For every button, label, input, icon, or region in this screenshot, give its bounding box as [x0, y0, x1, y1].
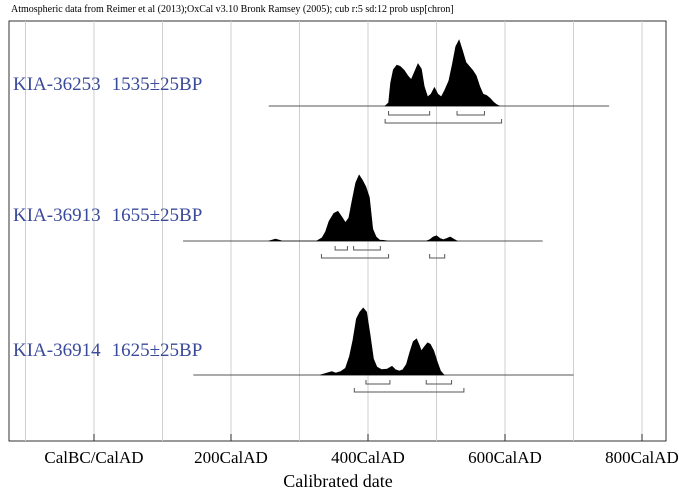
sample-label-kia-36253: KIA-36253 1535±25BP [13, 74, 202, 95]
density-kia-36913 [268, 238, 283, 242]
range-1sigma-kia-36914 [425, 380, 453, 385]
range-1sigma-kia-36913 [334, 246, 348, 251]
range-2sigma-kia-36914 [353, 388, 465, 393]
range-2sigma-kia-36253 [384, 119, 503, 124]
density-kia-36913 [315, 174, 389, 242]
x-tick-label: 800CalAD [605, 448, 679, 467]
x-tick-label: 600CalAD [468, 448, 542, 467]
range-1sigma-kia-36253 [456, 111, 485, 116]
plot-frame [8, 20, 667, 442]
density-kia-36914 [320, 307, 445, 376]
plot-area: CalBC/CalAD 200CalAD 400CalAD 600CalAD 800Ca… [8, 20, 679, 467]
range-1sigma-kia-36913 [353, 246, 381, 251]
range-2sigma-kia-36913 [320, 254, 390, 259]
range-1sigma-kia-36253 [388, 111, 431, 116]
chart-title: Atmospheric data from Reimer et al (2013… [11, 4, 454, 15]
density-kia-36253 [384, 39, 500, 107]
range-2sigma-kia-36913 [429, 254, 446, 259]
sample-label-kia-36914: KIA-36914 1625±25BP [13, 340, 202, 361]
x-tick-label: 400CalAD [331, 448, 405, 467]
density-kia-36913 [426, 235, 459, 242]
range-1sigma-kia-36914 [365, 380, 391, 385]
x-tick-label: CalBC/CalAD [44, 448, 143, 467]
sample-label-kia-36913: KIA-36913 1655±25BP [13, 205, 202, 226]
x-axis-title: Calibrated date [283, 471, 392, 491]
x-tick-label: 200CalAD [194, 448, 268, 467]
